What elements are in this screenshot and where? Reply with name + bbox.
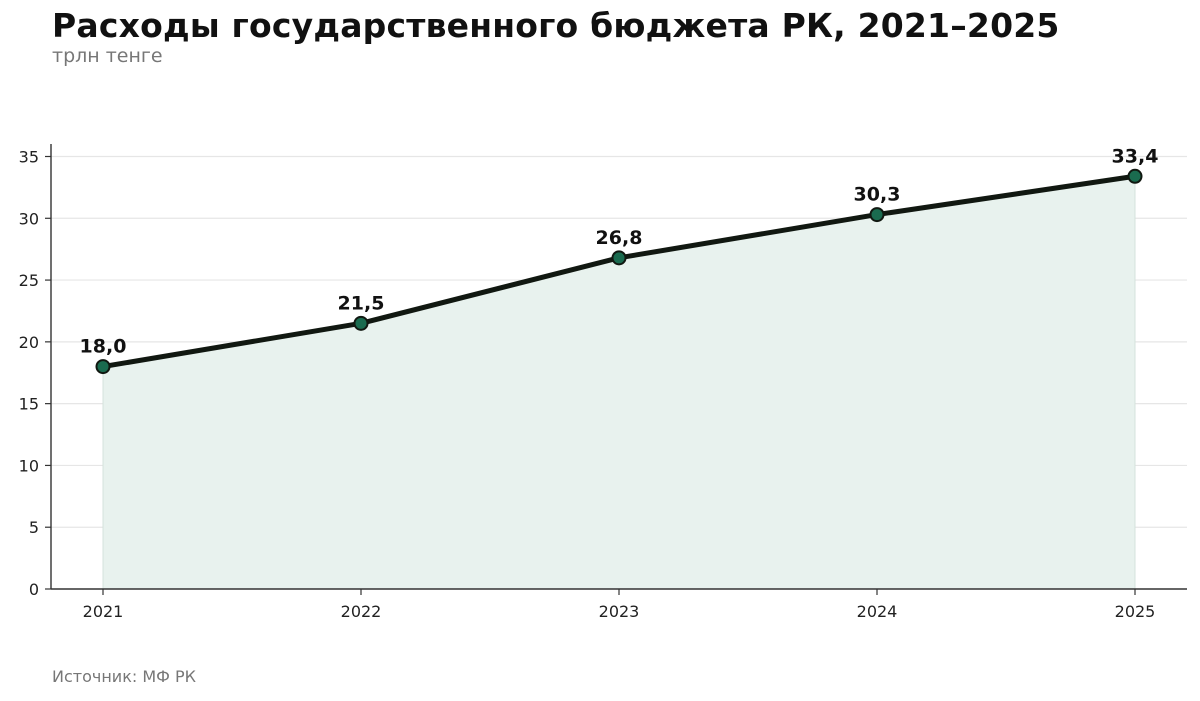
data-point [1127,168,1143,184]
chart-subtitle: трлн тенге [52,45,163,67]
data-label: 30,3 [854,184,901,206]
data-label: 33,4 [1112,145,1159,167]
y-tick-label: 35 [19,148,39,167]
data-point [869,207,885,223]
y-tick-label: 0 [29,580,39,599]
data-label: 21,5 [338,292,385,314]
y-tick-label: 20 [19,333,39,352]
data-points [95,168,1143,375]
data-point [611,250,627,266]
y-tick-label: 10 [19,456,39,475]
data-label: 26,8 [596,227,643,249]
x-tick-label: 2021 [83,602,124,621]
x-tick-label: 2022 [341,602,382,621]
chart-title: Расходы государственного бюджета РК, 202… [52,6,1060,45]
y-tick-label: 25 [19,271,39,290]
y-axis-ticks: 0 5 10 15 20 25 30 35 [19,148,51,599]
y-tick-label: 15 [19,395,39,414]
y-tick-label: 5 [29,518,39,537]
data-point [353,315,369,331]
x-tick-label: 2025 [1115,602,1156,621]
data-labels: 18,0 21,5 26,8 30,3 33,4 [80,145,1159,357]
x-axis-ticks: 2021 2022 2023 2024 2025 [83,589,1156,621]
source-note: Источник: МФ РК [52,667,196,686]
data-point [95,359,111,375]
x-tick-label: 2023 [599,602,640,621]
x-tick-label: 2024 [857,602,898,621]
y-tick-label: 30 [19,209,39,228]
data-label: 18,0 [80,336,127,358]
